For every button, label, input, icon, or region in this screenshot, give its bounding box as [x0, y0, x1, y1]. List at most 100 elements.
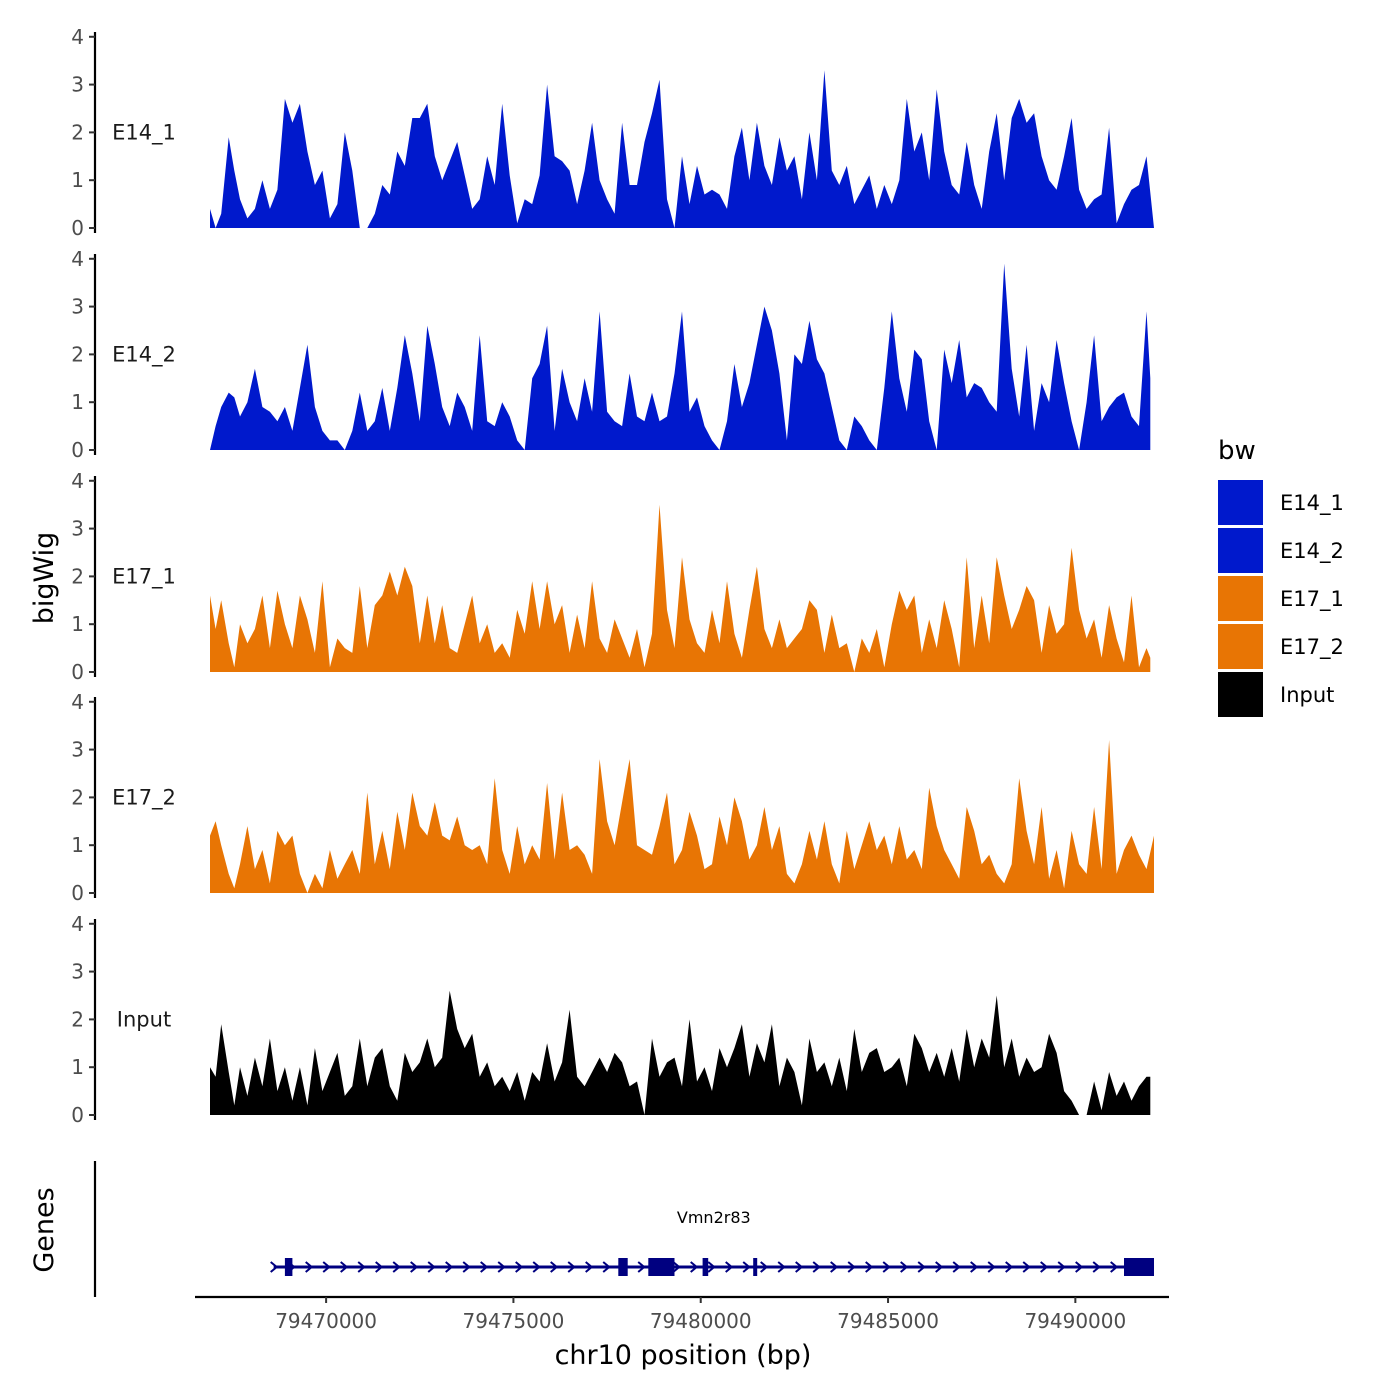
y-tick-label: 0: [71, 881, 84, 905]
strand-arrow: [357, 1261, 366, 1273]
legend-label: Input: [1280, 683, 1334, 707]
x-tick-label: 79490000: [1024, 1309, 1126, 1333]
y-tick-label: 3: [71, 517, 84, 541]
area-E14_1: [210, 70, 1154, 228]
y-tick-label: 4: [71, 469, 84, 493]
legend-swatch: [1218, 480, 1263, 525]
track-label: E14_2: [112, 342, 176, 367]
track-label: E17_1: [112, 564, 176, 589]
strand-arrow: [882, 1261, 891, 1273]
y-tick-label: 4: [71, 912, 84, 936]
strand-arrow: [602, 1261, 611, 1273]
strand-arrow: [795, 1261, 804, 1273]
strand-arrow: [550, 1261, 559, 1273]
x-tick-label: 79475000: [463, 1309, 565, 1333]
exon: [702, 1258, 709, 1276]
y-tick-label: 1: [71, 390, 84, 414]
strand-arrow: [952, 1261, 961, 1273]
strand-arrow: [305, 1261, 314, 1273]
legend-label: E17_1: [1280, 587, 1344, 612]
legend-label: E14_1: [1280, 491, 1344, 516]
track-E17_2: 0 1 2 3 4 E17_2: [71, 690, 1154, 905]
strand-arrow: [1040, 1261, 1049, 1273]
legend: bw E14_1 E14_2 E17_1 E17_2 Input: [1218, 436, 1344, 717]
genes-axis-title: Genes: [29, 1187, 60, 1272]
y-tick-label: 1: [71, 833, 84, 857]
strand-arrow: [725, 1261, 734, 1273]
area-E17_1: [210, 504, 1151, 672]
strand-arrow: [865, 1261, 874, 1273]
y-tick-label: 3: [71, 738, 84, 762]
strand-arrow: [777, 1261, 786, 1273]
strand-arrow: [480, 1261, 489, 1273]
strand-arrow: [935, 1261, 944, 1273]
strand-arrow: [970, 1261, 979, 1273]
strand-arrow: [672, 1261, 681, 1273]
strand-arrow: [847, 1261, 856, 1273]
strand-arrow: [375, 1261, 384, 1273]
strand-arrow: [1092, 1261, 1101, 1273]
track-E14_1: 0 1 2 3 4 E14_1: [71, 25, 1154, 240]
area-E14_2: [210, 263, 1151, 450]
strand-arrow: [340, 1261, 349, 1273]
x-tick-label: 79470000: [275, 1309, 377, 1333]
strand-arrow: [515, 1261, 524, 1273]
legend-label: E14_2: [1280, 539, 1344, 564]
strand-arrow: [462, 1261, 471, 1273]
legend-title: bw: [1218, 436, 1256, 466]
strand-arrow: [707, 1261, 716, 1273]
y-tick-label: 3: [71, 960, 84, 984]
x-tick-label: 79480000: [650, 1309, 752, 1333]
strand-arrow: [585, 1261, 594, 1273]
track-E17_1: 0 1 2 3 4 E17_1: [71, 469, 1151, 684]
exon: [648, 1258, 675, 1276]
strand-arrow: [270, 1261, 279, 1273]
gene-label: Vmn2r83: [677, 1208, 751, 1227]
strand-arrow: [410, 1261, 419, 1273]
y-tick-label: 4: [71, 247, 84, 271]
y-tick-label: 3: [71, 73, 84, 97]
gene-track: Vmn2r83: [93, 1161, 1155, 1297]
strand-arrow: [987, 1261, 996, 1273]
strand-arrow: [812, 1261, 821, 1273]
y-tick-label: 2: [71, 1007, 84, 1031]
strand-arrow: [742, 1261, 751, 1273]
y-tick-label: 2: [71, 342, 84, 366]
strand-arrow: [392, 1261, 401, 1273]
strand-arrow: [1075, 1261, 1084, 1273]
strand-arrow: [445, 1261, 454, 1273]
y-tick-label: 0: [71, 660, 84, 684]
y-tick-label: 1: [71, 612, 84, 636]
strand-arrow: [427, 1261, 436, 1273]
y-tick-label: 0: [71, 216, 84, 240]
strand-arrow: [900, 1261, 909, 1273]
track-label: E17_2: [112, 785, 176, 810]
legend-swatch: [1218, 528, 1263, 573]
strand-arrow: [637, 1261, 646, 1273]
legend-swatch: [1218, 672, 1263, 717]
y-tick-label: 4: [71, 25, 84, 49]
x-tick-label: 79485000: [837, 1309, 939, 1333]
x-axis-title: chr10 position (bp): [555, 1340, 812, 1371]
y-tick-label: 2: [71, 785, 84, 809]
area-E17_2: [210, 740, 1154, 893]
strand-arrow: [567, 1261, 576, 1273]
strand-arrow: [1057, 1261, 1066, 1273]
y-tick-label: 2: [71, 120, 84, 144]
track-Input: 0 1 2 3 4 Input: [71, 912, 1151, 1127]
exon: [284, 1258, 293, 1276]
strand-arrow: [1022, 1261, 1031, 1273]
strand-arrow: [322, 1261, 331, 1273]
legend-label: E17_2: [1280, 635, 1344, 660]
y-tick-label: 4: [71, 690, 84, 714]
strand-arrow: [760, 1261, 769, 1273]
y-tick-label: 1: [71, 1055, 84, 1079]
strand-arrow: [1005, 1261, 1014, 1273]
strand-arrow: [1110, 1261, 1119, 1273]
track-E14_2: 0 1 2 3 4 E14_2: [71, 247, 1151, 462]
strand-arrow: [830, 1261, 839, 1273]
y-tick-label: 0: [71, 438, 84, 462]
bigwig-tracks: 0 1 2 3 4 E14_1 0 1 2 3 4 E14_2 0 1 2 3 4 E17_1 0 1 2 3 4 E17_2…: [71, 25, 1154, 1127]
exon: [618, 1258, 628, 1276]
